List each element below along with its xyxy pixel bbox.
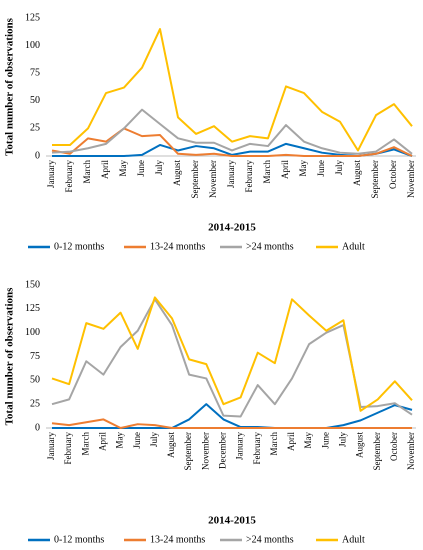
x-tick-label: August [166,432,176,459]
x-tick-label: September [372,432,382,471]
y-tick-label: 150 [25,279,40,290]
x-tick-label: August [355,432,365,459]
y-axis-label: Total number of observations [4,17,16,156]
x-tick-label: May [303,432,313,449]
series-line [51,108,413,155]
x-tick-label: May [118,160,128,177]
x-tick-label: June [320,432,330,449]
y-tick-label: 125 [25,303,40,314]
x-tick-label: July [337,432,347,448]
legend-label: Adult [342,241,365,252]
x-tick-label: March [80,432,90,456]
line-chart: 0 25 50 75 100 125 150 January February March Apri… [4,279,417,545]
x-tick-label: June [316,160,326,177]
y-tick-label: 50 [30,95,40,106]
legend-label: 0-12 months [54,241,104,252]
series-line [51,127,413,157]
series-line [52,403,413,429]
series-line [51,296,413,412]
line-chart: 0 25 50 75 100 125 January February March April Ma… [4,12,417,252]
x-tick-label: May [115,432,125,449]
y-tick-label: 100 [25,327,40,338]
x-tick-label: June [132,432,142,449]
x-axis-label: 2014-2015 [208,515,256,527]
y-tick-label: 25 [30,398,40,409]
x-tick-label: August [352,160,362,187]
y-axis-label: Total number of observations [4,287,16,426]
x-tick-label: November [200,432,210,470]
x-tick-label: July [154,160,164,176]
x-tick-label: April [286,432,296,451]
legend-label: 0-12 months [54,534,104,545]
x-tick-label: April [280,160,290,179]
legend-label: >24 months [246,241,294,252]
y-tick-label: 50 [30,375,40,386]
series-line [51,418,412,429]
x-tick-label: November [406,160,416,198]
x-tick-label: September [190,160,200,199]
x-tick-label: September [370,160,380,199]
x-tick-label: June [136,160,146,177]
x-tick-label: February [252,432,262,465]
x-tick-label: October [388,160,398,189]
x-tick-label: January [46,432,56,460]
y-tick-label: 125 [25,12,40,23]
y-tick-label: 25 [30,123,40,134]
x-tick-label: March [82,160,92,184]
x-tick-label: January [46,160,56,188]
legend-label: Adult [342,534,365,545]
x-tick-label: March [269,432,279,456]
y-tick-label: 100 [25,40,40,51]
legend-label: 13-24 months [150,534,205,545]
x-tick-label: August [172,160,182,187]
x-tick-label: September [183,432,193,471]
x-tick-label: November [406,432,416,470]
legend-label: >24 months [246,534,294,545]
x-tick-label: February [64,160,74,193]
x-tick-label: October [389,432,399,461]
y-tick-label: 75 [30,351,40,362]
x-tick-label: November [208,160,218,198]
legend-label: 13-24 months [150,241,205,252]
x-axis-label: 2014-2015 [208,222,256,234]
x-tick-label: December [217,432,227,469]
x-tick-label: January [235,432,245,460]
y-tick-label: 0 [35,422,40,433]
x-tick-label: April [97,432,107,451]
x-tick-label: May [298,160,308,177]
x-tick-label: July [334,160,344,176]
y-tick-label: 75 [30,67,40,78]
x-tick-label: January [226,160,236,188]
x-tick-label: April [100,160,110,179]
y-tick-label: 0 [35,150,40,161]
x-tick-label: March [262,160,272,184]
series-line [52,28,413,152]
x-tick-label: July [149,432,159,448]
x-tick-label: February [63,432,73,465]
x-tick-label: February [244,160,254,193]
